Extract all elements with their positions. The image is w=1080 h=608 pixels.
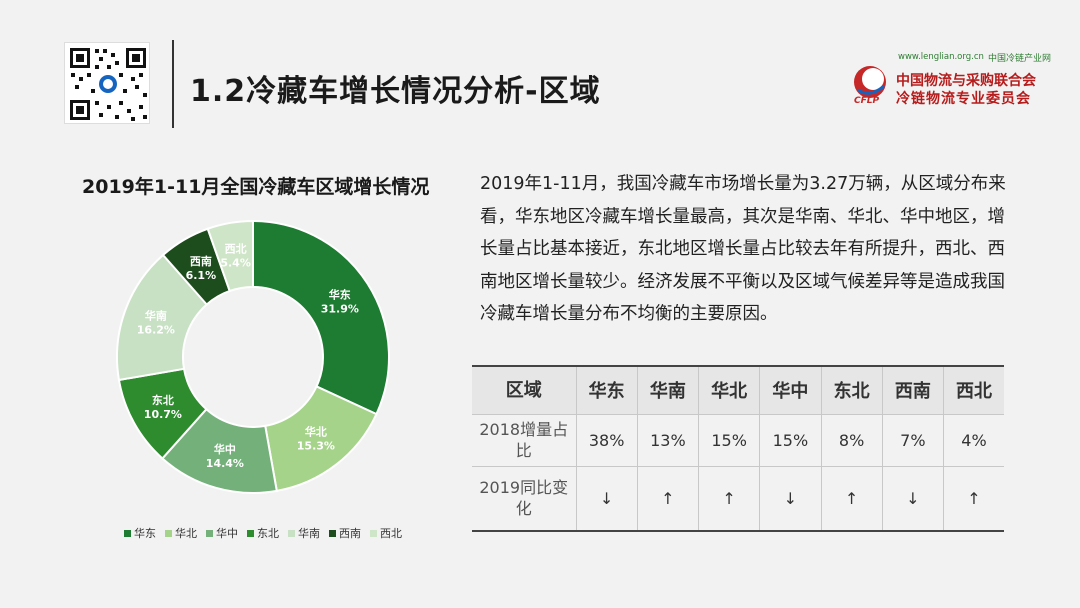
org-logo: www.lenglian.org.cn 中国冷链产业网 中国物流与采购联合会 冷… <box>848 50 1058 110</box>
legend-item: 西南 <box>329 525 361 541</box>
legend-label: 西北 <box>380 527 402 540</box>
legend-label: 华中 <box>216 527 238 540</box>
legend-label: 东北 <box>257 527 279 540</box>
legend-label: 华南 <box>298 527 320 540</box>
qr-code <box>64 42 150 124</box>
row-label: 2019同比变化 <box>472 465 576 531</box>
chart-title: 2019年1-11月全国冷藏车区域增长情况 <box>82 176 430 198</box>
chart-legend: 华东 华北 华中 东北 华南 西南 西北 <box>124 525 402 541</box>
slice-category-label: 华南 <box>145 309 167 323</box>
region-table: 区域 华东 华南 华北 华中 东北 西南 西北 2018增量占比 38% 13%… <box>472 365 1004 532</box>
legend-item: 华中 <box>206 525 238 541</box>
legend-swatch <box>165 529 172 537</box>
slice-category-label: 东北 <box>152 393 174 407</box>
table-header-cell: 华南 <box>636 366 699 414</box>
table-row: 2018增量占比 38% 13% 15% 15% 8% 7% 4% <box>472 413 1004 466</box>
legend-swatch <box>206 529 213 537</box>
table-header-cell: 西南 <box>881 366 944 414</box>
description-text: 2019年1-11月，我国冷藏车市场增长量为3.27万辆，从区域分布来看，华东地… <box>480 174 1006 324</box>
table-header-cell: 西北 <box>943 366 1004 414</box>
legend-item: 华东 <box>124 525 156 541</box>
logo-org-line2: 冷链物流专业委员会 <box>896 91 1031 107</box>
slice-category-label: 华北 <box>305 425 327 439</box>
table-cell: 15% <box>759 413 821 466</box>
slice-value-label: 16.2% <box>137 324 175 337</box>
slice-value-label: 31.9% <box>321 303 359 316</box>
legend-item: 华北 <box>165 525 197 541</box>
trend-arrow-cell: ↑ <box>820 465 883 531</box>
legend-label: 华东 <box>134 527 156 540</box>
slice-category-label: 华中 <box>214 442 236 456</box>
legend-item: 东北 <box>247 525 279 541</box>
slice-category-label: 西南 <box>190 254 212 268</box>
table-header-cell: 华中 <box>759 366 821 414</box>
qr-code-icon <box>70 48 147 121</box>
donut-slice-0 <box>252 219 390 416</box>
legend-item: 西北 <box>370 525 402 541</box>
table-header-cell: 东北 <box>820 366 883 414</box>
table-cell: 8% <box>820 413 883 466</box>
table-cell: 38% <box>575 413 638 466</box>
table-header-label: 区域 <box>472 366 576 414</box>
table-header-cell: 华东 <box>575 366 638 414</box>
trend-arrow-cell: ↓ <box>881 465 944 531</box>
logo-network: 中国冷链产业网 <box>988 54 1052 64</box>
title-divider <box>172 40 174 128</box>
legend-item: 华南 <box>288 525 320 541</box>
legend-swatch <box>288 529 295 537</box>
table-cell: 4% <box>943 413 1004 466</box>
trend-arrow-cell: ↑ <box>697 465 760 531</box>
logo-org-line1: 中国物流与采购联合会 <box>896 73 1036 89</box>
legend-swatch <box>370 529 377 537</box>
logo-url: www.lenglian.org.cn <box>898 52 984 62</box>
row-label: 2018增量占比 <box>472 413 576 466</box>
slice-category-label: 华东 <box>329 288 351 302</box>
logo-abbr: CFLP <box>854 96 880 106</box>
table-cell: 7% <box>881 413 944 466</box>
slice-value-label: 5.4% <box>220 256 251 269</box>
table-row: 2019同比变化 ↓ ↑ ↑ ↓ ↑ ↓ ↑ <box>472 465 1004 531</box>
slice-value-label: 14.4% <box>206 457 244 470</box>
legend-label: 华北 <box>175 527 197 540</box>
trend-arrow-cell: ↑ <box>943 465 1004 531</box>
table-cell: 15% <box>697 413 760 466</box>
slice-value-label: 15.3% <box>297 440 335 453</box>
trend-arrow-cell: ↑ <box>636 465 699 531</box>
trend-arrow-cell: ↓ <box>575 465 638 531</box>
cflp-logo-icon <box>854 66 886 98</box>
slice-category-label: 西北 <box>225 241 247 255</box>
slice-value-label: 10.7% <box>144 408 182 421</box>
legend-swatch <box>329 529 336 537</box>
table-header-cell: 华北 <box>697 366 760 414</box>
page-title: 1.2冷藏车增长情况分析-区域 <box>190 74 601 109</box>
trend-arrow-cell: ↓ <box>759 465 821 531</box>
legend-swatch <box>247 529 254 537</box>
legend-swatch <box>124 529 131 537</box>
table-cell: 13% <box>636 413 699 466</box>
legend-label: 西南 <box>339 527 361 540</box>
table-header-row: 区域 华东 华南 华北 华中 东北 西南 西北 <box>472 366 1004 414</box>
donut-slice-6 <box>206 219 254 293</box>
slice-value-label: 6.1% <box>186 269 217 282</box>
